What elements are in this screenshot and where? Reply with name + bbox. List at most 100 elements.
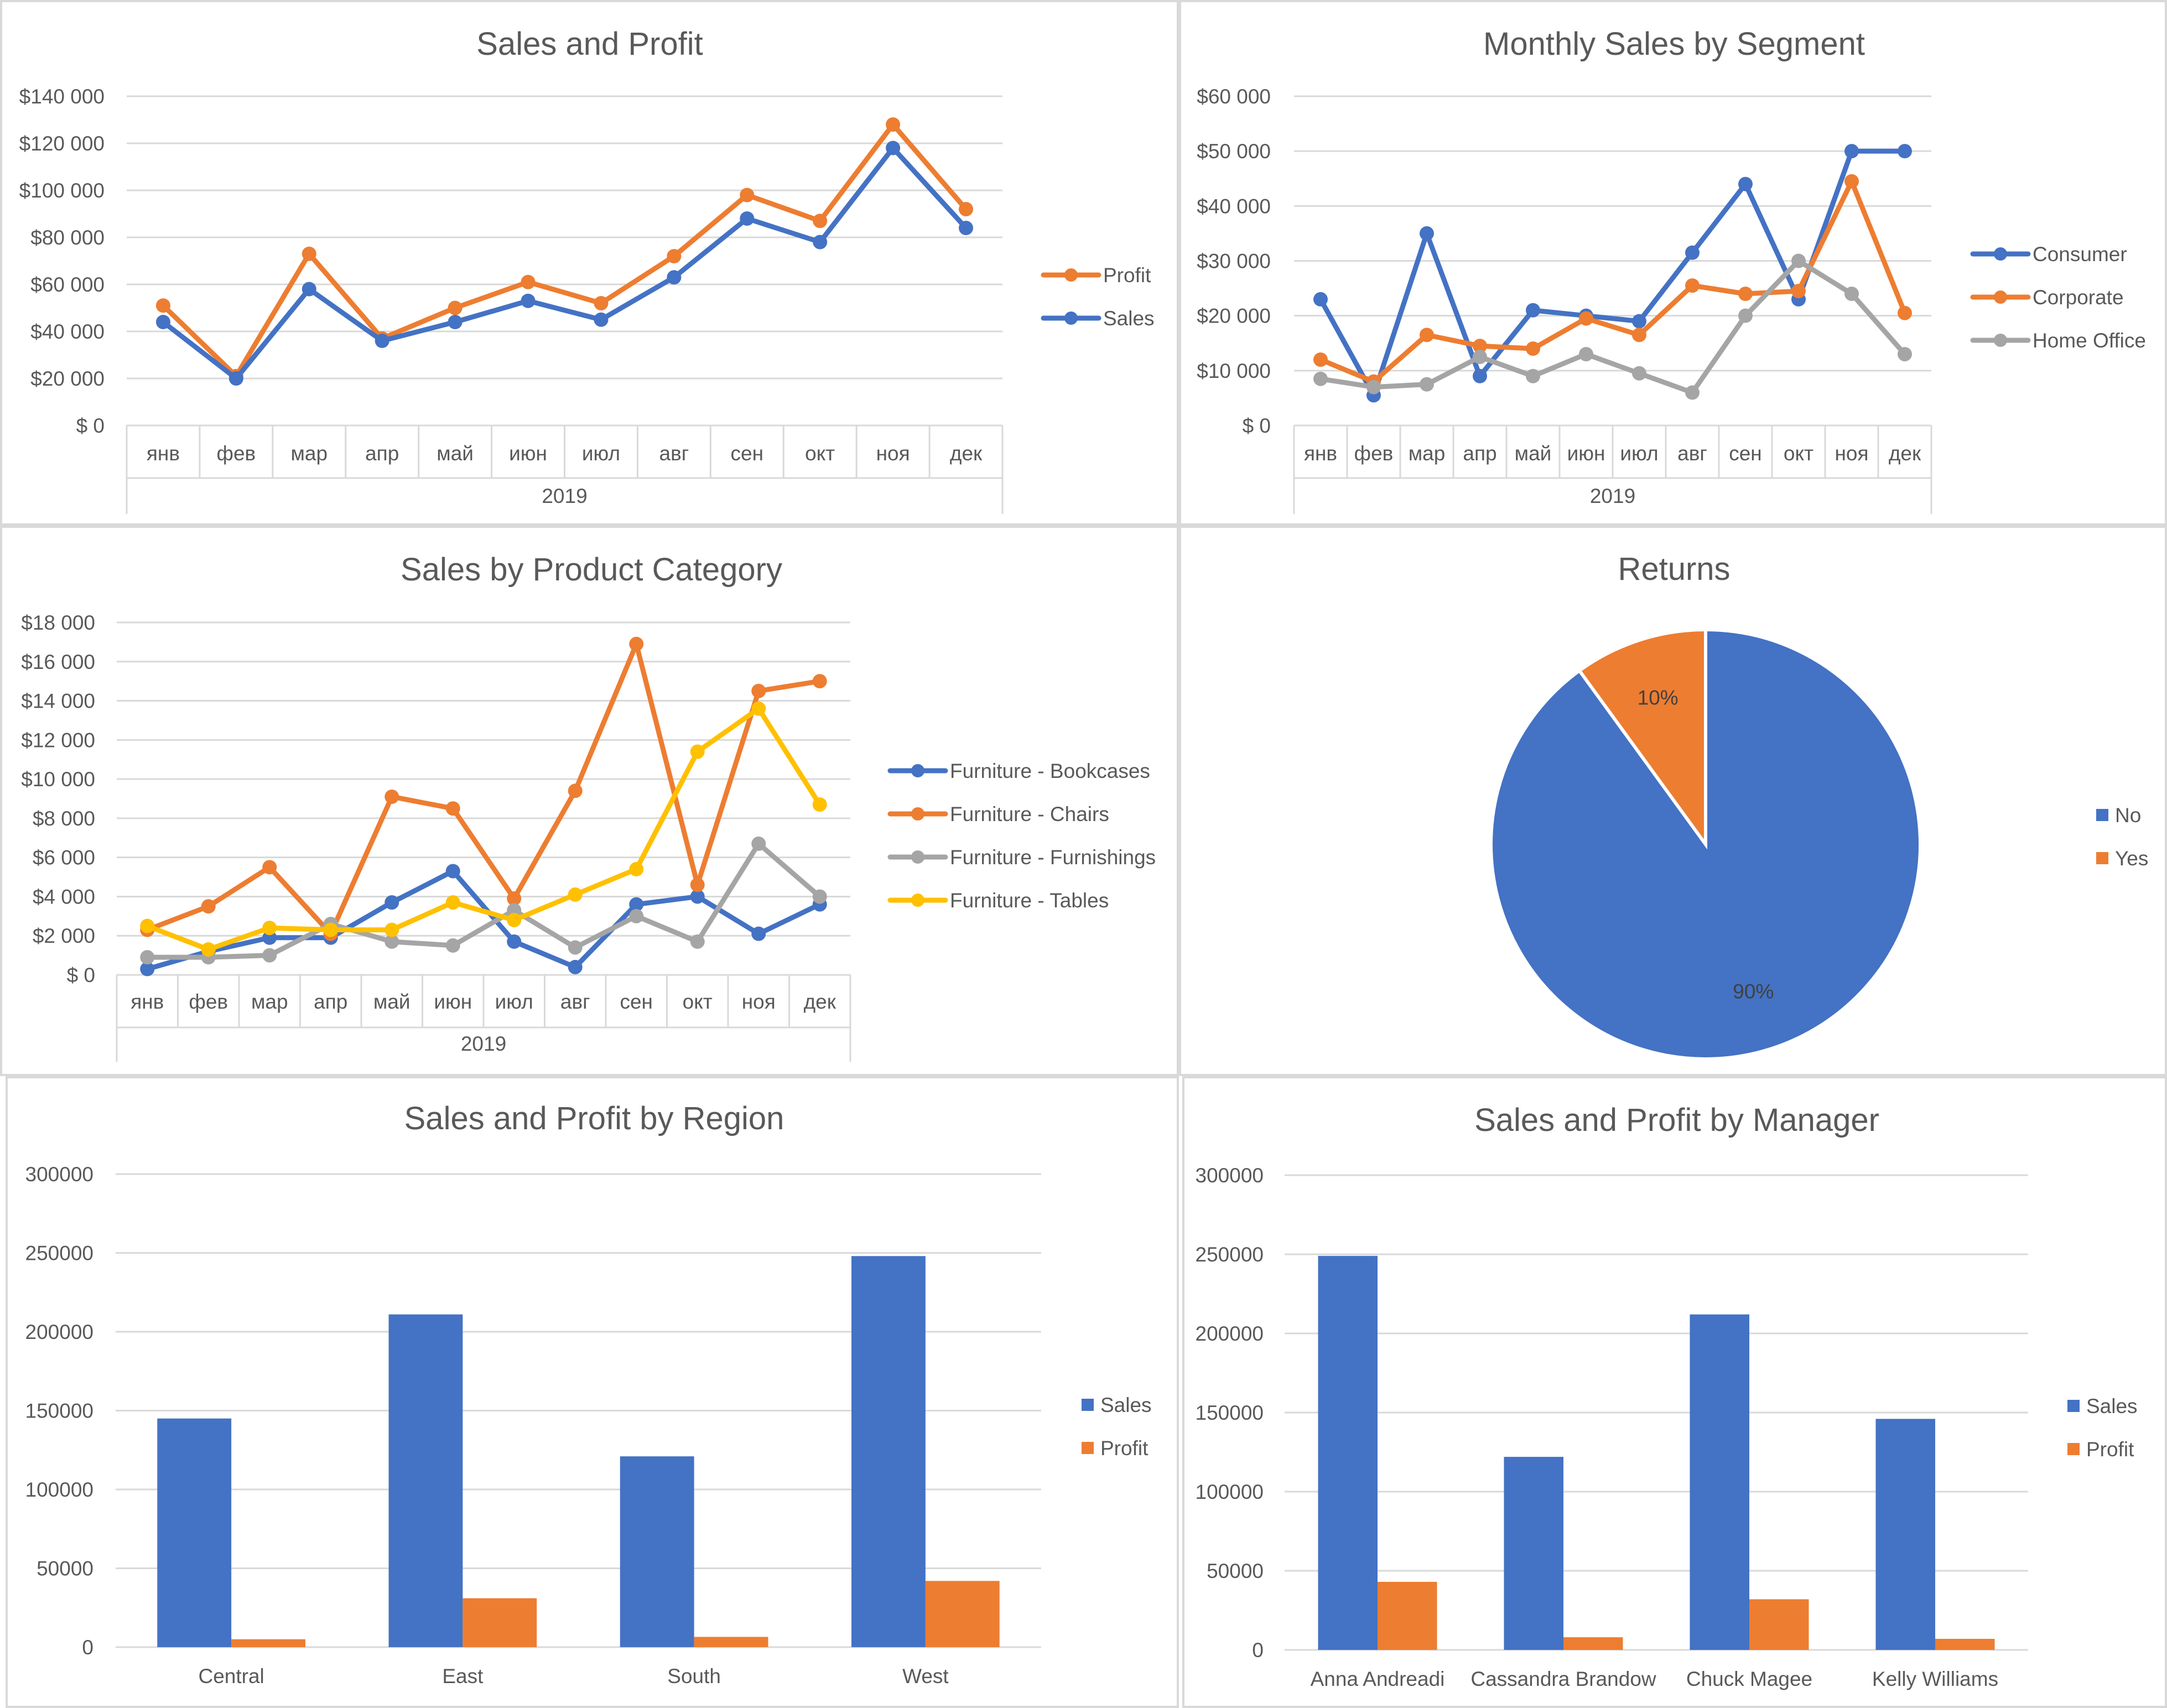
pie-slice-yes <box>1577 627 1707 850</box>
legend-label: Corporate <box>2033 286 2124 309</box>
x-tick-label: янв <box>1304 442 1337 465</box>
y-tick-label: $6 000 <box>33 847 95 869</box>
legend-swatch <box>1082 1399 1094 1411</box>
data-point <box>1313 371 1328 386</box>
data-point <box>812 797 827 812</box>
data-point <box>568 783 583 798</box>
data-point <box>262 948 277 963</box>
x-tick-label: июн <box>434 990 472 1013</box>
data-point <box>1473 350 1487 365</box>
bar-profit <box>1378 1582 1437 1650</box>
legend-label: Home Office <box>2033 329 2146 352</box>
y-tick-label: 200000 <box>25 1321 93 1343</box>
chart-panel-sales-profit[interactable]: Sales and Profit $ 0 $20 000 $40 000 $60 000… <box>0 0 1179 526</box>
data-point <box>1366 380 1381 394</box>
series-line <box>147 841 822 960</box>
legend-swatch <box>2096 809 2108 821</box>
x-tick-label: ноя <box>742 990 776 1013</box>
y-tick-label: 250000 <box>25 1242 93 1265</box>
x-tick-label: сен <box>1729 442 1762 465</box>
series-line <box>162 146 968 381</box>
data-point <box>813 235 828 250</box>
data-point <box>594 296 609 310</box>
data-point <box>445 938 460 953</box>
x-group-label: 2019 <box>1590 485 1635 507</box>
x-tick-label: Kelly Williams <box>1872 1668 1998 1690</box>
x-tick-label: авг <box>1677 442 1707 465</box>
x-tick-label: янв <box>131 990 164 1013</box>
legend-label: Yes <box>2115 847 2148 870</box>
y-tick-label: $8 000 <box>33 807 95 830</box>
y-tick-label: 0 <box>1252 1639 1264 1662</box>
y-tick-label: $40 000 <box>1197 195 1271 217</box>
data-point <box>155 298 170 313</box>
y-tick-label: $60 000 <box>30 273 105 296</box>
x-tick-label: апр <box>1463 442 1496 465</box>
legend-marker <box>911 850 924 864</box>
data-point <box>690 934 705 949</box>
legend-item: Yes <box>2096 847 2148 870</box>
data-point <box>384 934 399 949</box>
data-point <box>302 282 316 297</box>
data-point <box>1632 328 1646 342</box>
y-tick-label: 250000 <box>1196 1243 1264 1266</box>
chart-panel-region[interactable]: Sales and Profit by Region 0 50000 100000 15… <box>6 1076 1179 1708</box>
x-tick-label: июн <box>1567 442 1605 465</box>
y-tick-label: $40 000 <box>30 320 105 343</box>
data-point <box>690 878 705 892</box>
chart-category: Sales by Product Category $ 0 $2 000 $4 000… <box>21 552 1156 1062</box>
legend-label: Furniture - Bookcases <box>950 760 1150 782</box>
chart-title: Returns <box>1618 551 1730 587</box>
legend-item: Sales <box>1082 1394 1152 1416</box>
data-point <box>690 889 705 904</box>
data-point <box>1313 352 1328 367</box>
y-tick-label: $20 000 <box>30 367 105 390</box>
legend-label: Sales <box>2086 1395 2138 1418</box>
data-point <box>1791 284 1806 299</box>
legend-swatch <box>2096 852 2108 864</box>
data-point <box>959 202 974 216</box>
x-tick-label: июл <box>495 990 533 1013</box>
data-point <box>384 895 399 910</box>
legend-marker <box>1994 290 2007 304</box>
legend-item: Furniture - Bookcases <box>887 760 1150 782</box>
chart-panel-category[interactable]: Sales by Product Category $ 0 $2 000 $4 000… <box>0 526 1179 1076</box>
chart-panel-manager[interactable]: Sales and Profit by Manager 0 50000 100000 1… <box>1182 1076 2167 1708</box>
data-point <box>1844 174 1859 189</box>
chart-panel-returns[interactable]: Returns 90% 10% No Yes <box>1179 526 2167 1076</box>
x-tick-label: май <box>1515 442 1552 465</box>
data-point <box>1685 245 1700 260</box>
y-tick-label: 300000 <box>1196 1164 1264 1187</box>
data-point <box>629 861 644 876</box>
bar-sales <box>1318 1255 1378 1650</box>
x-tick-label: South <box>667 1665 721 1688</box>
x-tick-label: май <box>373 990 410 1013</box>
legend-item: Profit <box>2067 1438 2134 1461</box>
x-tick-label: фев <box>217 442 256 465</box>
data-point <box>812 889 827 904</box>
y-tick-label: 150000 <box>1196 1401 1264 1424</box>
data-point <box>1898 144 1912 159</box>
y-tick-label: $140 000 <box>19 85 105 108</box>
series-line <box>161 122 968 379</box>
chart-title: Sales and Profit by Manager <box>1474 1102 1879 1138</box>
data-point <box>751 683 766 698</box>
data-point <box>1632 366 1646 381</box>
x-tick-label: ноя <box>1835 442 1868 465</box>
data-point <box>568 959 583 974</box>
chart-title: Sales and Profit <box>476 26 703 62</box>
data-point <box>813 214 828 229</box>
chart-panel-segment[interactable]: Monthly Sales by Segment $ 0 $10 000 $20 00… <box>1179 0 2167 526</box>
data-point <box>507 912 522 927</box>
x-tick-label: апр <box>314 990 347 1013</box>
data-point <box>201 899 216 914</box>
data-point <box>751 926 766 941</box>
x-tick-label: янв <box>147 442 180 465</box>
x-tick-label: дек <box>1889 442 1921 465</box>
data-point <box>740 211 755 226</box>
legend-item: Profit <box>1082 1437 1149 1460</box>
y-tick-label: $10 000 <box>21 768 95 791</box>
x-tick-label: дек <box>804 990 836 1013</box>
data-point <box>1473 339 1487 354</box>
legend-item: Profit <box>1041 264 1151 287</box>
